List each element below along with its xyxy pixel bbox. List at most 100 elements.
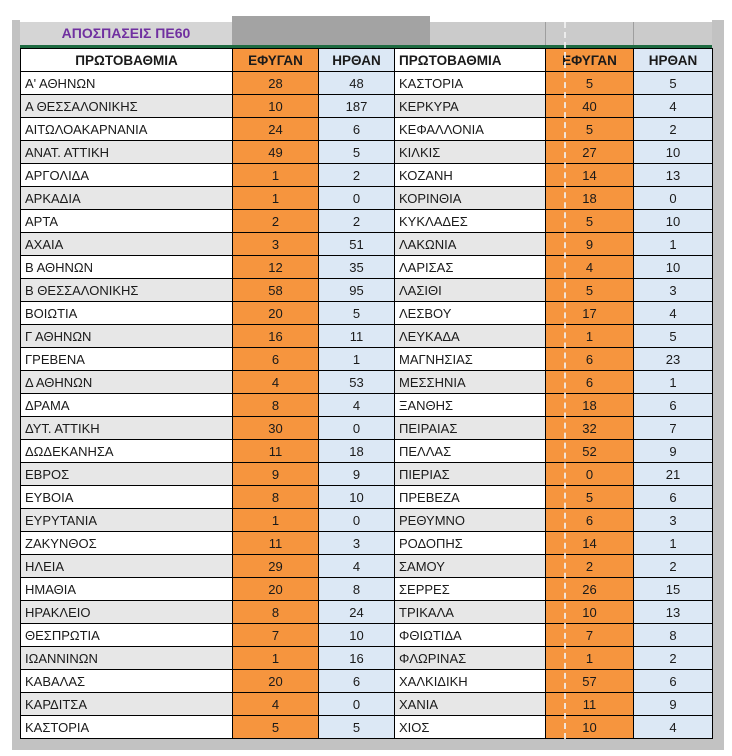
region-cell[interactable]: ΠΕΙΡΑΙΑΣ	[394, 416, 546, 440]
irthan-cell[interactable]: 24	[318, 600, 395, 624]
irthan-cell[interactable]: 10	[633, 255, 713, 279]
efygan-cell[interactable]: 2	[545, 554, 634, 578]
region-cell[interactable]: ΑΝΑΤ. ΑΤΤΙΚΗ	[20, 140, 233, 164]
region-cell[interactable]: ΚΕΦΑΛΛΟΝΙΑ	[394, 117, 546, 141]
region-cell[interactable]: ΕΒΡΟΣ	[20, 462, 233, 486]
region-cell[interactable]: ΞΑΝΘΗΣ	[394, 393, 546, 417]
irthan-cell[interactable]: 4	[633, 715, 713, 739]
irthan-cell[interactable]: 187	[318, 94, 395, 118]
irthan-cell[interactable]: 4	[318, 393, 395, 417]
region-cell[interactable]: Γ ΑΘΗΝΩΝ	[20, 324, 233, 348]
region-cell[interactable]: ΦΘΙΩΤΙΔΑ	[394, 623, 546, 647]
region-cell[interactable]: ΙΩΑΝΝΙΝΩΝ	[20, 646, 233, 670]
irthan-cell[interactable]: 18	[318, 439, 395, 463]
efygan-cell[interactable]: 6	[545, 370, 634, 394]
irthan-cell[interactable]: 35	[318, 255, 395, 279]
irthan-cell[interactable]: 13	[633, 163, 713, 187]
region-cell[interactable]: ΧΑΝΙΑ	[394, 692, 546, 716]
efygan-cell[interactable]: 6	[545, 347, 634, 371]
region-cell[interactable]: ΧΙΟΣ	[394, 715, 546, 739]
irthan-cell[interactable]: 5	[318, 715, 395, 739]
irthan-cell[interactable]: 10	[318, 623, 395, 647]
irthan-cell[interactable]: 0	[633, 186, 713, 210]
efygan-cell[interactable]: 52	[545, 439, 634, 463]
irthan-cell[interactable]: 7	[633, 416, 713, 440]
efygan-cell[interactable]: 6	[232, 347, 319, 371]
region-cell[interactable]: ΜΕΣΣΗΝΙΑ	[394, 370, 546, 394]
region-cell[interactable]: ΚΙΛΚΙΣ	[394, 140, 546, 164]
efygan-cell[interactable]: 7	[545, 623, 634, 647]
region-cell[interactable]: ΡΟΔΟΠΗΣ	[394, 531, 546, 555]
irthan-cell[interactable]: 9	[633, 439, 713, 463]
region-cell[interactable]: ΚΑΣΤΟΡΙΑ	[394, 71, 546, 95]
efygan-cell[interactable]: 40	[545, 94, 634, 118]
region-cell[interactable]: ΛΑΣΙΘΙ	[394, 278, 546, 302]
efygan-cell[interactable]: 5	[545, 71, 634, 95]
region-cell[interactable]: ΠΡΕΒΕΖΑ	[394, 485, 546, 509]
efygan-cell[interactable]: 24	[232, 117, 319, 141]
efygan-cell[interactable]: 32	[545, 416, 634, 440]
left-irthan-header[interactable]: ΗΡΘΑΝ	[318, 48, 395, 72]
efygan-cell[interactable]: 8	[232, 600, 319, 624]
irthan-cell[interactable]: 1	[633, 370, 713, 394]
irthan-cell[interactable]: 8	[633, 623, 713, 647]
region-cell[interactable]: ΖΑΚΥΝΘΟΣ	[20, 531, 233, 555]
region-cell[interactable]: ΛΑΚΩΝΙΑ	[394, 232, 546, 256]
efygan-cell[interactable]: 14	[545, 163, 634, 187]
efygan-cell[interactable]: 49	[232, 140, 319, 164]
efygan-cell[interactable]: 10	[545, 715, 634, 739]
irthan-cell[interactable]: 15	[633, 577, 713, 601]
irthan-cell[interactable]: 9	[633, 692, 713, 716]
region-cell[interactable]: ΜΑΓΝΗΣΙΑΣ	[394, 347, 546, 371]
efygan-cell[interactable]: 14	[545, 531, 634, 555]
efygan-cell[interactable]: 1	[232, 186, 319, 210]
region-cell[interactable]: ΚΑΒΑΛΑΣ	[20, 669, 233, 693]
region-cell[interactable]: ΚΑΡΔΙΤΣΑ	[20, 692, 233, 716]
efygan-cell[interactable]: 1	[232, 163, 319, 187]
efygan-cell[interactable]: 9	[545, 232, 634, 256]
region-cell[interactable]: Β ΘΕΣΣΑΛΟΝΙΚΗΣ	[20, 278, 233, 302]
irthan-cell[interactable]: 3	[633, 508, 713, 532]
efygan-cell[interactable]: 58	[232, 278, 319, 302]
efygan-cell[interactable]: 57	[545, 669, 634, 693]
region-cell[interactable]: ΤΡΙΚΑΛΑ	[394, 600, 546, 624]
efygan-cell[interactable]: 5	[545, 278, 634, 302]
region-cell[interactable]: ΘΕΣΠΡΩΤΙΑ	[20, 623, 233, 647]
irthan-cell[interactable]: 10	[633, 140, 713, 164]
irthan-cell[interactable]: 23	[633, 347, 713, 371]
region-cell[interactable]: ΚΟΖΑΝΗ	[394, 163, 546, 187]
region-cell[interactable]: ΕΥΒΟΙΑ	[20, 485, 233, 509]
region-cell[interactable]: ΔΥΤ. ΑΤΤΙΚΗ	[20, 416, 233, 440]
efygan-cell[interactable]: 8	[232, 485, 319, 509]
irthan-cell[interactable]: 5	[318, 140, 395, 164]
efygan-cell[interactable]: 3	[232, 232, 319, 256]
right-irthan-header[interactable]: ΗΡΘΑΝ	[633, 48, 713, 72]
efygan-cell[interactable]: 20	[232, 577, 319, 601]
efygan-cell[interactable]: 5	[545, 209, 634, 233]
efygan-cell[interactable]: 28	[232, 71, 319, 95]
irthan-cell[interactable]: 2	[633, 117, 713, 141]
region-cell[interactable]: Α' ΑΘΗΝΩΝ	[20, 71, 233, 95]
efygan-cell[interactable]: 10	[232, 94, 319, 118]
efygan-cell[interactable]: 7	[232, 623, 319, 647]
region-cell[interactable]: ΕΥΡΥΤΑΝΙΑ	[20, 508, 233, 532]
region-cell[interactable]: ΚΑΣΤΟΡΙΑ	[20, 715, 233, 739]
irthan-cell[interactable]: 0	[318, 416, 395, 440]
efygan-cell[interactable]: 2	[232, 209, 319, 233]
efygan-cell[interactable]: 18	[545, 186, 634, 210]
region-cell[interactable]: ΣΑΜΟΥ	[394, 554, 546, 578]
region-cell[interactable]: ΚΥΚΛΑΔΕΣ	[394, 209, 546, 233]
irthan-cell[interactable]: 4	[318, 554, 395, 578]
efygan-cell[interactable]: 11	[232, 439, 319, 463]
region-cell[interactable]: ΒΟΙΩΤΙΑ	[20, 301, 233, 325]
efygan-cell[interactable]: 20	[232, 301, 319, 325]
efygan-cell[interactable]: 1	[545, 646, 634, 670]
region-cell[interactable]: ΑΡΓΟΛΙΔΑ	[20, 163, 233, 187]
irthan-cell[interactable]: 2	[318, 209, 395, 233]
irthan-cell[interactable]: 48	[318, 71, 395, 95]
irthan-cell[interactable]: 1	[633, 232, 713, 256]
irthan-cell[interactable]: 2	[633, 646, 713, 670]
region-cell[interactable]: ΡΕΘΥΜΝΟ	[394, 508, 546, 532]
efygan-cell[interactable]: 12	[232, 255, 319, 279]
irthan-cell[interactable]: 5	[633, 71, 713, 95]
